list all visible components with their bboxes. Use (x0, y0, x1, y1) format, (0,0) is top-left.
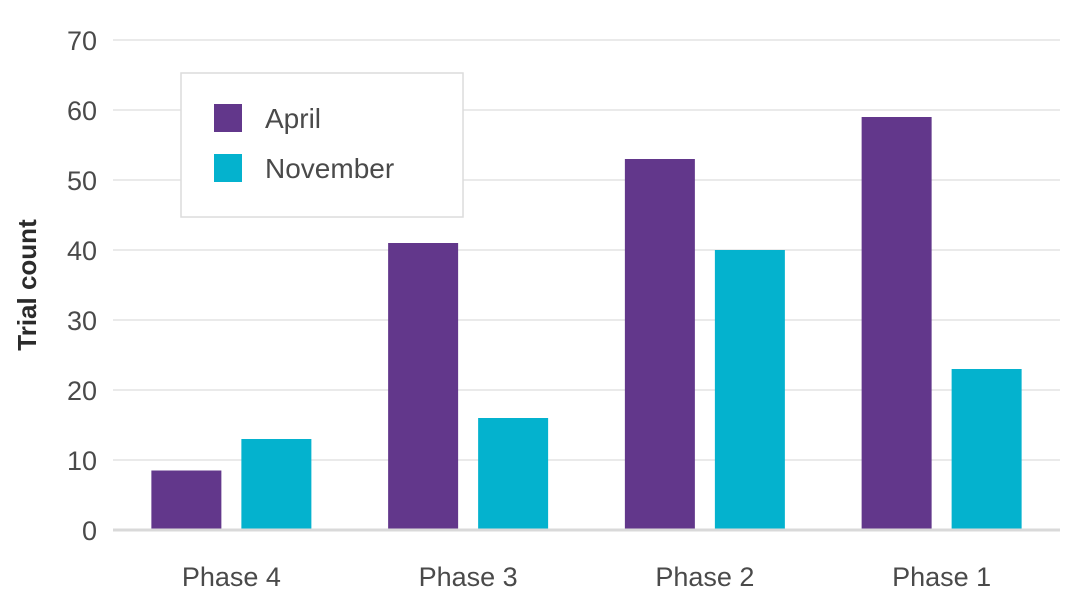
y-tick-label: 0 (82, 516, 97, 546)
bar-april-phase-2 (624, 159, 695, 530)
y-tick-label: 30 (67, 306, 97, 336)
y-axis-title: Trial count (12, 219, 42, 351)
x-tick-label: Phase 2 (655, 562, 754, 592)
legend-label-april: April (265, 103, 321, 134)
x-tick-label: Phase 1 (892, 562, 991, 592)
bar-november-phase-2 (714, 250, 785, 530)
bar-november-phase-3 (478, 418, 549, 530)
bars (151, 117, 1022, 530)
y-tick-label: 60 (67, 96, 97, 126)
y-tick-label: 50 (67, 166, 97, 196)
x-tick-label: Phase 4 (182, 562, 281, 592)
y-tick-label: 70 (67, 26, 97, 56)
legend-box (180, 72, 464, 218)
y-tick-label: 10 (67, 446, 97, 476)
legend-swatch-november (214, 154, 242, 182)
legend-label-november: November (265, 153, 394, 184)
bar-april-phase-4 (151, 470, 222, 530)
y-tick-label: 20 (67, 376, 97, 406)
bar-april-phase-3 (388, 243, 459, 530)
bar-april-phase-1 (861, 117, 932, 530)
y-tick-label: 40 (67, 236, 97, 266)
x-tick-label: Phase 3 (419, 562, 518, 592)
bar-november-phase-1 (951, 369, 1022, 530)
legend-swatch-april (214, 104, 242, 132)
bar-november-phase-4 (241, 439, 312, 530)
legend: April November (180, 72, 464, 218)
axes: 0 10 20 30 40 50 60 70 Phase 4 Phase 3 Phase 2 Phas… (67, 26, 1060, 592)
